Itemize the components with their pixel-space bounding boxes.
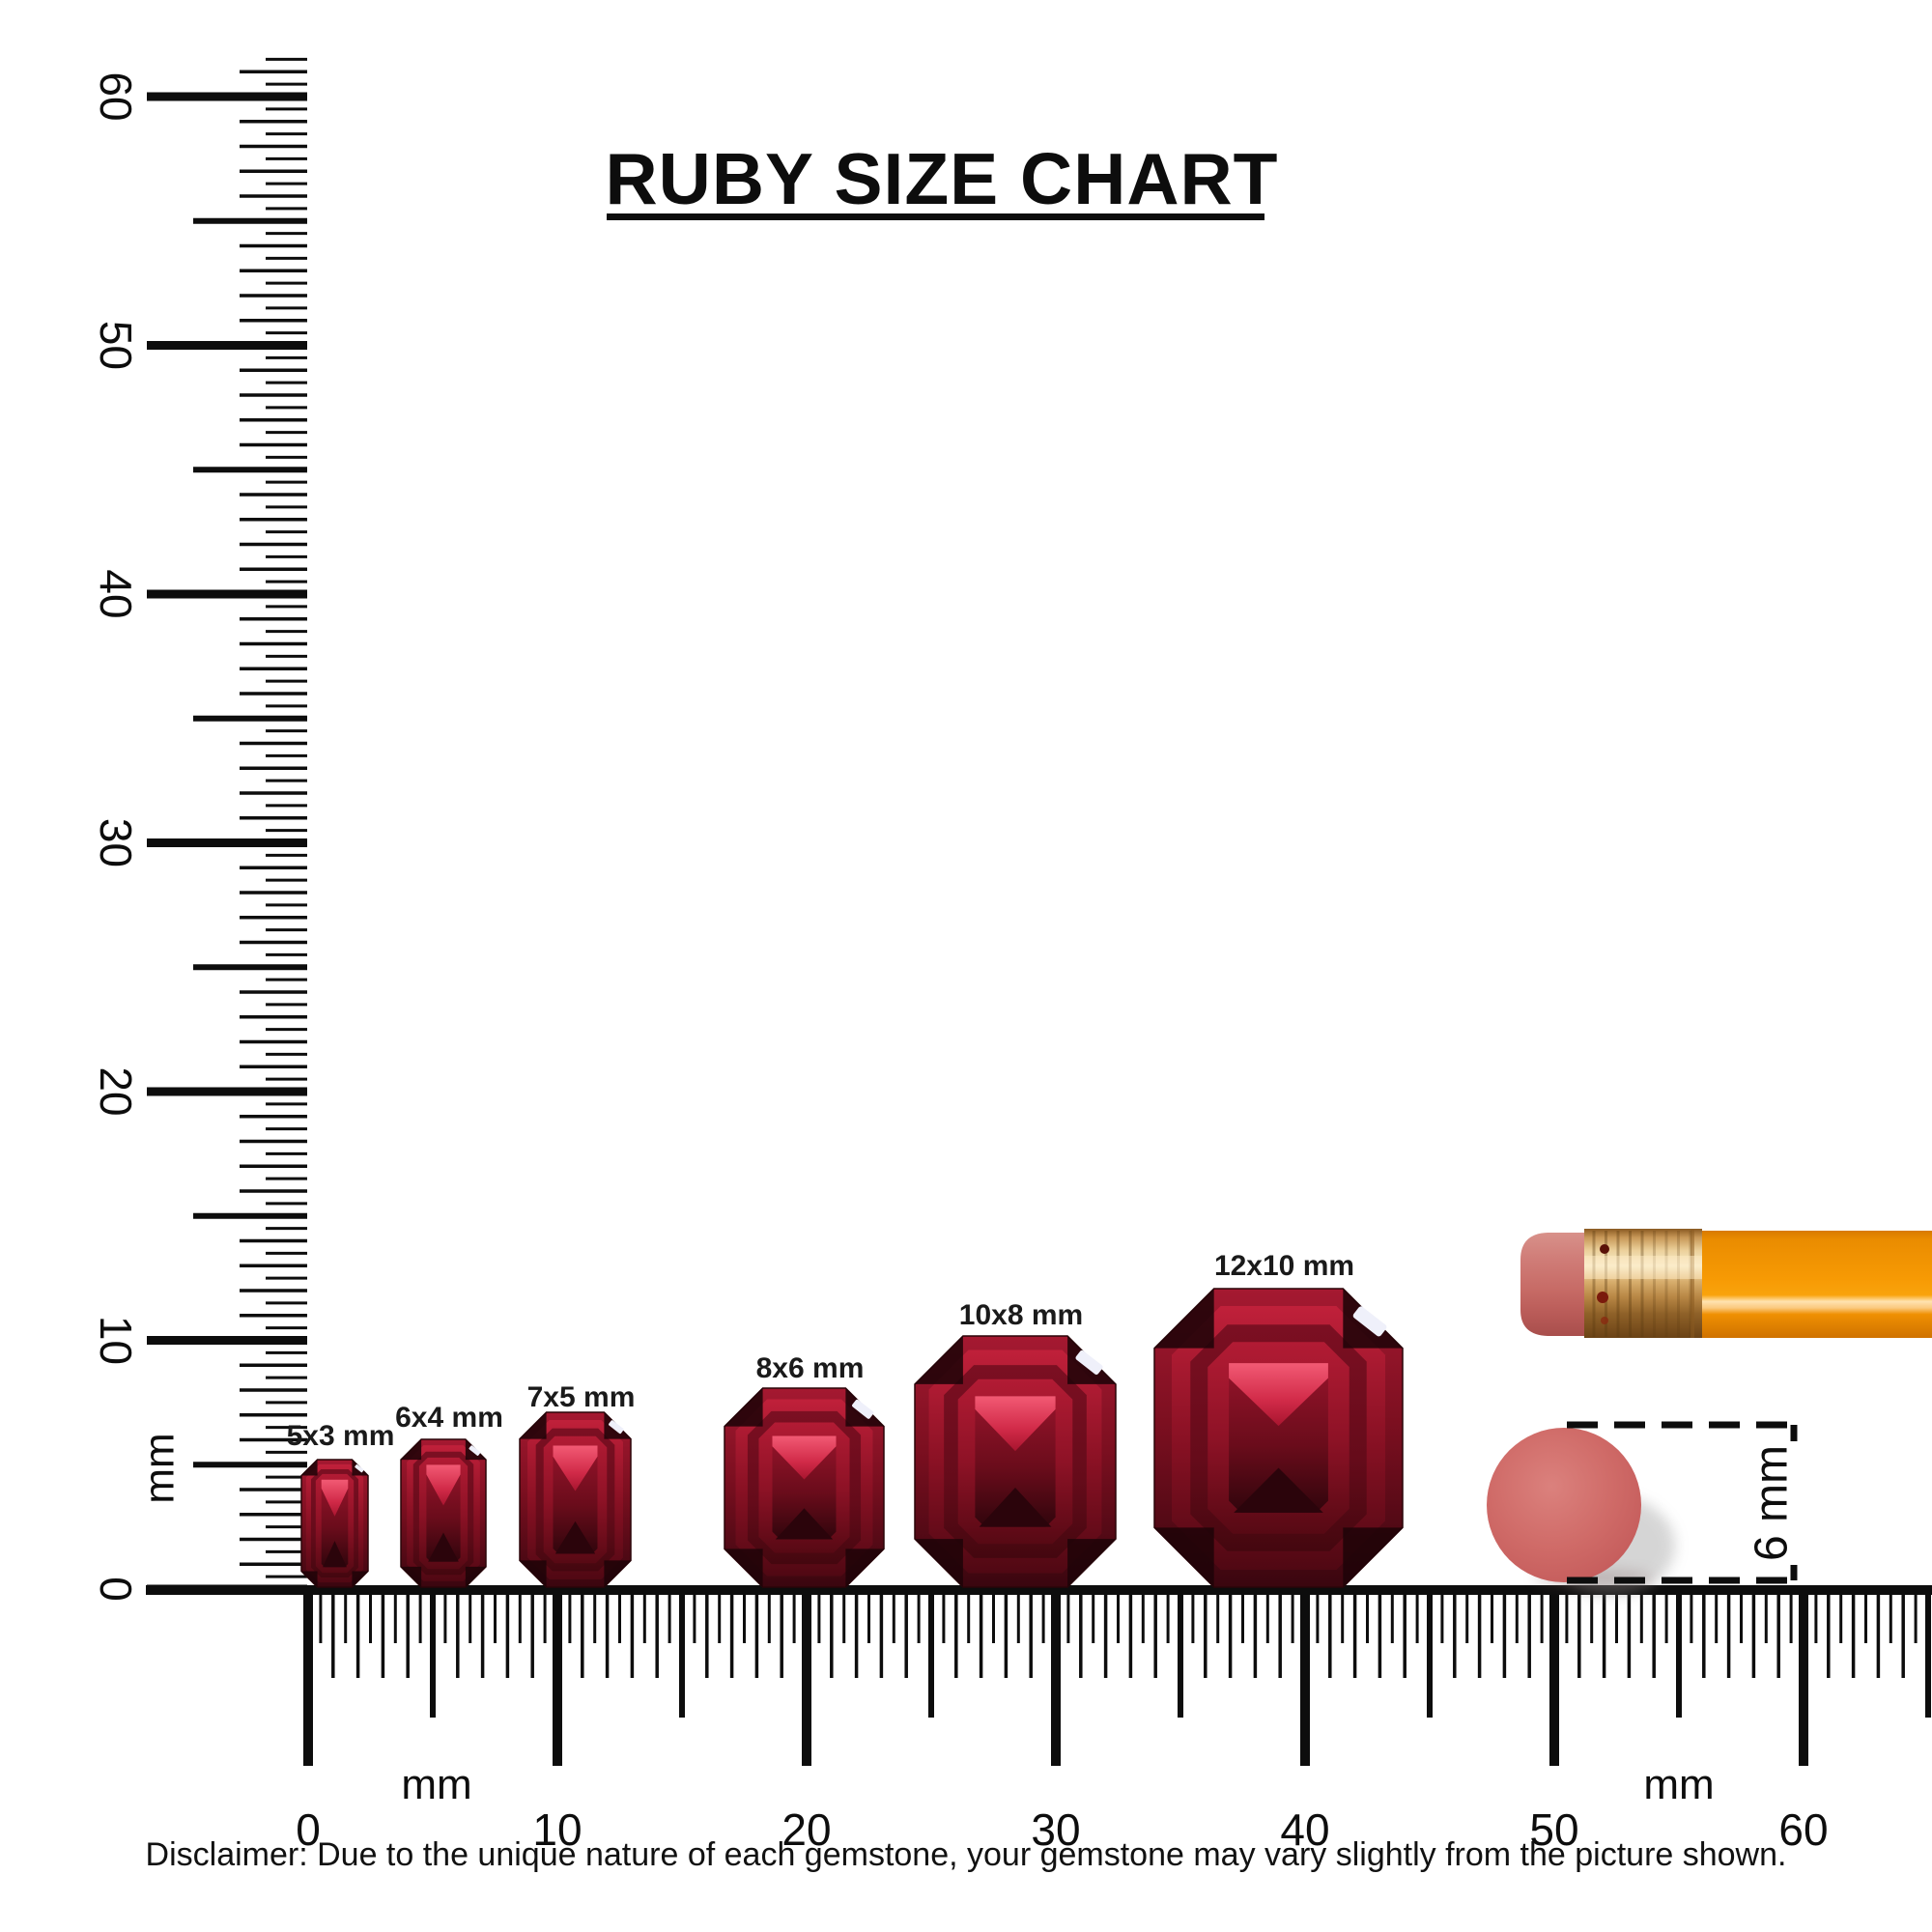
gem-sparkle [1075,1350,1103,1376]
gem-6x4-mm [400,1438,487,1588]
h-ruler-unit-left: mm [401,1761,471,1808]
gem-sparkle [1352,1306,1387,1337]
gem-sparkle [355,1463,364,1473]
h-ruler-label: 40 [1280,1804,1329,1855]
v-ruler-label: 60 [91,71,141,121]
gem-size-label: 12x10 mm [1214,1250,1354,1282]
pencil-body [1700,1231,1932,1338]
gem-size-label: 7x5 mm [527,1381,636,1413]
h-ruler-unit-right: mm [1643,1761,1714,1808]
h-ruler-label: 0 [296,1804,321,1855]
h-ruler-label: 10 [532,1804,582,1855]
pencil [1520,1229,1932,1338]
horizontal-ruler: 0 10 20 30 40 50 60 mm mm [146,1585,1932,1855]
v-ruler-label: 40 [91,569,141,618]
disclaimer-text: Disclaimer: Due to the unique nature of … [145,1836,1787,1873]
v-ruler-unit: mm [136,1433,184,1503]
v-ruler-label: 10 [91,1316,141,1365]
gem-10x8-mm [914,1335,1117,1588]
v-ruler-label: 30 [91,818,141,867]
h-ruler-label: 30 [1031,1804,1080,1855]
v-ruler-label: 50 [91,321,141,370]
h-ruler-label: 20 [781,1804,831,1855]
h-ruler-label: 50 [1529,1804,1578,1855]
v-ruler-label: 20 [91,1066,141,1116]
v-ruler-label: 0 [91,1577,141,1602]
gem-sparkle [469,1445,481,1456]
gem-sparkle [852,1399,874,1419]
eraser-dot [1487,1428,1641,1582]
h-ruler-label: 60 [1778,1804,1828,1855]
eraser-dot-size-label: 6 mm [1747,1445,1798,1561]
gem-size-label: 10x8 mm [959,1299,1083,1331]
gem-12x10-mm [1153,1288,1404,1588]
vertical-ruler: 60 50 40 30 20 10 0 mm [91,57,307,1602]
gem-size-label: 8x6 mm [756,1352,865,1384]
gem-size-label: 6x4 mm [395,1402,503,1434]
page-title: RUBY SIZE CHART [605,138,1279,219]
ruler-baseline [146,1585,1932,1595]
gem-size-label: 5x3 mm [287,1420,395,1452]
title-underline [607,213,1264,220]
gem-7x5-mm [519,1411,632,1588]
gem-5x3-mm [300,1459,369,1588]
eraser-dot-dimension: 6 mm [1487,1421,1798,1596]
gem-sparkle [609,1420,624,1435]
gem-8x6-mm [724,1387,885,1588]
pencil-eraser [1520,1233,1588,1336]
